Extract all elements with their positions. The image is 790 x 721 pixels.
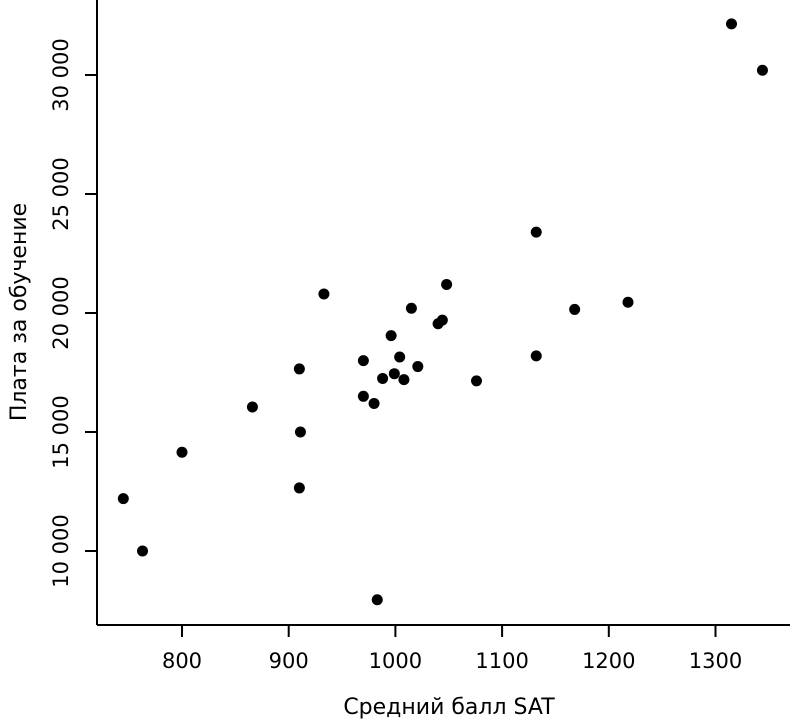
- x-tick-label: 1000: [369, 649, 422, 673]
- data-point: [470, 375, 482, 387]
- y-tick-label: 10 000: [49, 514, 73, 587]
- data-point: [441, 278, 453, 290]
- data-point: [176, 446, 188, 458]
- y-tick-label: 25 000: [49, 157, 73, 230]
- y-tick-label: 15 000: [49, 395, 73, 468]
- y-axis-title: Плата за обучение: [7, 203, 32, 421]
- data-point: [357, 390, 369, 402]
- y-tick-label: 30 000: [49, 38, 73, 111]
- data-point: [388, 368, 400, 380]
- data-point: [726, 18, 738, 30]
- data-point: [293, 482, 305, 494]
- data-points: [117, 18, 768, 606]
- data-point: [368, 397, 380, 409]
- data-point: [385, 330, 397, 342]
- data-point: [371, 594, 383, 606]
- data-point: [137, 545, 149, 557]
- data-point: [436, 314, 448, 326]
- data-point: [117, 493, 129, 505]
- axes: [96, 0, 790, 626]
- x-tick-label: 1100: [475, 649, 528, 673]
- x-ticks: 800 900 1000 1100 1200 1300: [162, 625, 742, 673]
- data-point: [569, 303, 581, 315]
- x-tick-label: 1200: [582, 649, 635, 673]
- data-point: [398, 374, 410, 386]
- data-point: [530, 350, 542, 362]
- data-point: [318, 288, 330, 300]
- data-point: [357, 355, 369, 367]
- x-axis-title: Средний балл SAT: [343, 695, 555, 720]
- data-point: [394, 351, 406, 363]
- data-point: [294, 426, 306, 438]
- data-point: [412, 361, 424, 373]
- data-point: [293, 363, 305, 375]
- data-point: [756, 64, 768, 76]
- x-tick-label: 1300: [689, 649, 742, 673]
- data-point: [530, 226, 542, 238]
- data-point: [377, 372, 389, 384]
- y-ticks: 10 000 15 000 20 000 25 000 30 000: [49, 38, 97, 588]
- data-point: [622, 296, 634, 308]
- x-tick-label: 900: [269, 649, 309, 673]
- data-point: [405, 302, 417, 314]
- y-tick-label: 20 000: [49, 276, 73, 349]
- data-point: [246, 401, 258, 413]
- x-tick-label: 800: [162, 649, 202, 673]
